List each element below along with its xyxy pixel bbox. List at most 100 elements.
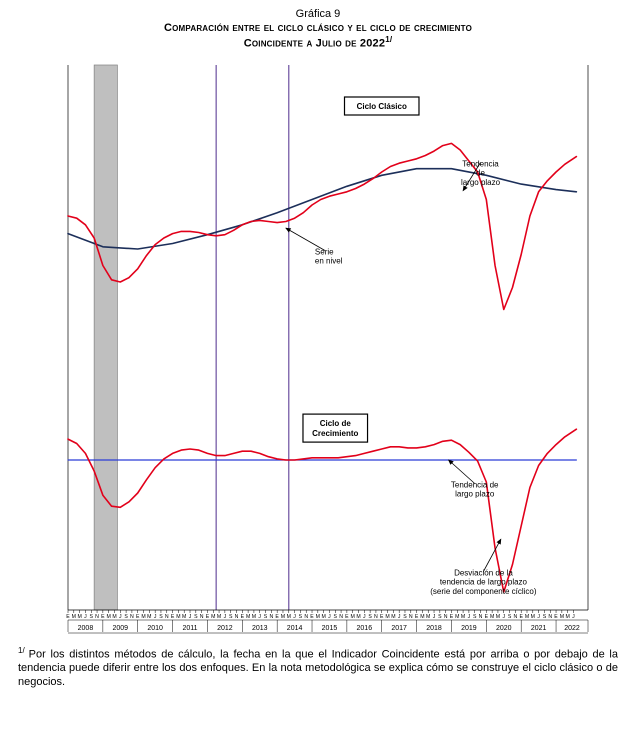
svg-text:2013: 2013 <box>252 625 268 632</box>
svg-text:M: M <box>525 614 529 620</box>
svg-text:E: E <box>380 614 384 620</box>
svg-text:J: J <box>119 614 122 620</box>
svg-text:E: E <box>136 614 140 620</box>
svg-text:N: N <box>513 614 517 620</box>
svg-text:2008: 2008 <box>78 625 94 632</box>
svg-text:N: N <box>165 614 169 620</box>
svg-text:S: S <box>124 614 128 620</box>
svg-text:2017: 2017 <box>391 625 407 632</box>
svg-text:E: E <box>450 614 454 620</box>
svg-text:largo plazo: largo plazo <box>461 178 501 187</box>
svg-text:E: E <box>554 614 558 620</box>
svg-text:M: M <box>287 614 291 620</box>
svg-text:M: M <box>455 614 459 620</box>
svg-text:M: M <box>490 614 494 620</box>
svg-text:J: J <box>293 614 296 620</box>
svg-text:M: M <box>211 614 215 620</box>
svg-text:M: M <box>356 614 360 620</box>
svg-text:J: J <box>433 614 436 620</box>
svg-text:N: N <box>130 614 134 620</box>
svg-text:M: M <box>560 614 564 620</box>
svg-text:M: M <box>566 614 570 620</box>
svg-text:S: S <box>473 614 477 620</box>
footnote: 1/Por los distintos métodos de cálculo, … <box>18 646 618 690</box>
svg-text:N: N <box>339 614 343 620</box>
svg-text:2012: 2012 <box>217 625 233 632</box>
svg-text:S: S <box>159 614 163 620</box>
title-line-1: Comparación entre el ciclo clásico y el … <box>164 22 472 34</box>
svg-text:M: M <box>496 614 500 620</box>
svg-text:M: M <box>281 614 285 620</box>
svg-text:J: J <box>572 614 575 620</box>
svg-text:N: N <box>200 614 204 620</box>
svg-text:2022: 2022 <box>564 625 580 632</box>
svg-text:M: M <box>426 614 430 620</box>
svg-text:(serie del componente cíclico): (serie del componente cíclico) <box>430 587 537 596</box>
svg-text:M: M <box>112 614 116 620</box>
svg-text:E: E <box>275 614 279 620</box>
svg-text:S: S <box>90 614 94 620</box>
svg-text:J: J <box>224 614 227 620</box>
svg-text:Serie: Serie <box>315 248 334 257</box>
svg-text:E: E <box>345 614 349 620</box>
svg-text:J: J <box>398 614 401 620</box>
svg-text:E: E <box>519 614 523 620</box>
svg-text:J: J <box>363 614 366 620</box>
svg-text:tendencia de largo plazo: tendencia de largo plazo <box>440 578 528 587</box>
svg-text:S: S <box>264 614 268 620</box>
svg-text:largo plazo: largo plazo <box>455 490 495 499</box>
svg-text:2019: 2019 <box>461 625 477 632</box>
svg-text:J: J <box>468 614 471 620</box>
svg-text:M: M <box>420 614 424 620</box>
svg-text:M: M <box>351 614 355 620</box>
svg-text:S: S <box>508 614 512 620</box>
svg-text:S: S <box>403 614 407 620</box>
svg-text:N: N <box>409 614 413 620</box>
svg-text:S: S <box>194 614 198 620</box>
svg-text:J: J <box>189 614 192 620</box>
svg-text:S: S <box>229 614 233 620</box>
svg-text:M: M <box>77 614 81 620</box>
svg-text:M: M <box>531 614 535 620</box>
svg-text:J: J <box>84 614 87 620</box>
svg-text:Desviación de la: Desviación de la <box>454 569 513 578</box>
svg-text:N: N <box>444 614 448 620</box>
svg-text:2016: 2016 <box>357 625 373 632</box>
svg-text:E: E <box>415 614 419 620</box>
svg-text:N: N <box>304 614 308 620</box>
svg-text:M: M <box>385 614 389 620</box>
svg-text:N: N <box>374 614 378 620</box>
svg-text:N: N <box>548 614 552 620</box>
svg-text:M: M <box>72 614 76 620</box>
footnote-sup: 1/ <box>18 646 25 655</box>
svg-text:M: M <box>141 614 145 620</box>
svg-text:en nivel: en nivel <box>315 257 343 266</box>
svg-text:E: E <box>310 614 314 620</box>
figure-label: Gráfica 9 <box>12 8 624 20</box>
svg-text:Tendencia de: Tendencia de <box>451 481 499 490</box>
chart-svg: EMMJSNEMMJSNEMMJSNEMMJSNEMMJSNEMMJSNEMMJ… <box>38 55 598 640</box>
svg-text:J: J <box>154 614 157 620</box>
svg-text:2011: 2011 <box>182 625 197 632</box>
svg-text:M: M <box>176 614 180 620</box>
svg-text:2010: 2010 <box>147 625 163 632</box>
svg-text:S: S <box>299 614 303 620</box>
svg-text:E: E <box>101 614 105 620</box>
svg-text:M: M <box>107 614 111 620</box>
svg-text:M: M <box>391 614 395 620</box>
svg-text:S: S <box>543 614 547 620</box>
svg-text:J: J <box>258 614 261 620</box>
svg-text:2021: 2021 <box>531 625 547 632</box>
footnote-text: Por los distintos métodos de cálculo, la… <box>18 649 618 689</box>
title-line-2: Coincidente a Julio de 2022 <box>244 38 386 50</box>
svg-text:E: E <box>66 614 70 620</box>
svg-text:N: N <box>269 614 273 620</box>
chart-container: EMMJSNEMMJSNEMMJSNEMMJSNEMMJSNEMMJSNEMMJ… <box>38 55 598 640</box>
svg-text:S: S <box>368 614 372 620</box>
svg-text:J: J <box>502 614 505 620</box>
svg-text:M: M <box>252 614 256 620</box>
svg-text:J: J <box>328 614 331 620</box>
svg-text:M: M <box>246 614 250 620</box>
svg-text:E: E <box>206 614 210 620</box>
svg-text:S: S <box>438 614 442 620</box>
